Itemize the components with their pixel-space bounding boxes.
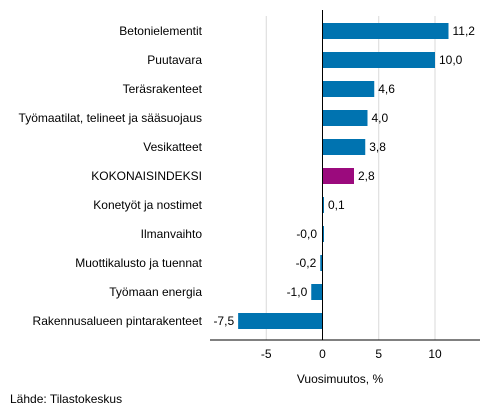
bar-6	[322, 197, 324, 213]
value-label-6: 0,1	[328, 198, 345, 212]
category-label-10: Rakennusalueen pintarakenteet	[33, 314, 203, 328]
x-tick-label-1: 0	[319, 347, 326, 361]
value-label-0: 11,2	[453, 24, 476, 38]
category-label-5: KOKONAISINDEKSI	[91, 169, 202, 183]
x-tick-label-0: -5	[261, 347, 272, 361]
x-axis-title: Vuosimuutos, %	[297, 372, 384, 386]
value-label-4: 3,8	[369, 140, 386, 154]
value-label-5: 2,8	[358, 169, 375, 183]
source-note: Lähde: Tilastokeskus	[10, 392, 123, 406]
bar-9	[311, 284, 323, 300]
value-label-7: -0,0	[296, 227, 317, 241]
category-label-0: Betonielementit	[119, 24, 202, 38]
bar-2	[322, 81, 375, 97]
category-label-6: Konetyöt ja nostimet	[93, 198, 202, 212]
value-label-10: -7,5	[213, 314, 234, 328]
category-label-8: Muottikalusto ja tuennat	[75, 256, 202, 270]
category-label-3: Työmaatilat, telineet ja sääsuojaus	[19, 111, 202, 125]
bar-8	[320, 255, 323, 271]
bar-4	[322, 139, 366, 155]
category-label-4: Vesikatteet	[143, 140, 202, 154]
bar-0	[322, 23, 449, 39]
x-tick-label-2: 5	[375, 347, 382, 361]
category-label-2: Teräsrakenteet	[123, 82, 203, 96]
bar-10	[238, 313, 323, 329]
bar-5	[322, 168, 354, 184]
category-label-9: Työmaan energia	[109, 285, 202, 299]
x-tick-label-3: 10	[428, 347, 442, 361]
value-label-3: 4,0	[372, 111, 389, 125]
category-label-1: Puutavara	[147, 53, 202, 67]
value-label-1: 10,0	[439, 53, 463, 67]
bar-1	[322, 52, 435, 68]
value-label-2: 4,6	[378, 82, 395, 96]
category-label-7: Ilmanvaihto	[141, 227, 203, 241]
bar-7	[322, 226, 324, 242]
value-label-8: -0,2	[296, 256, 317, 270]
value-label-9: -1,0	[287, 285, 308, 299]
bar-3	[322, 110, 368, 126]
